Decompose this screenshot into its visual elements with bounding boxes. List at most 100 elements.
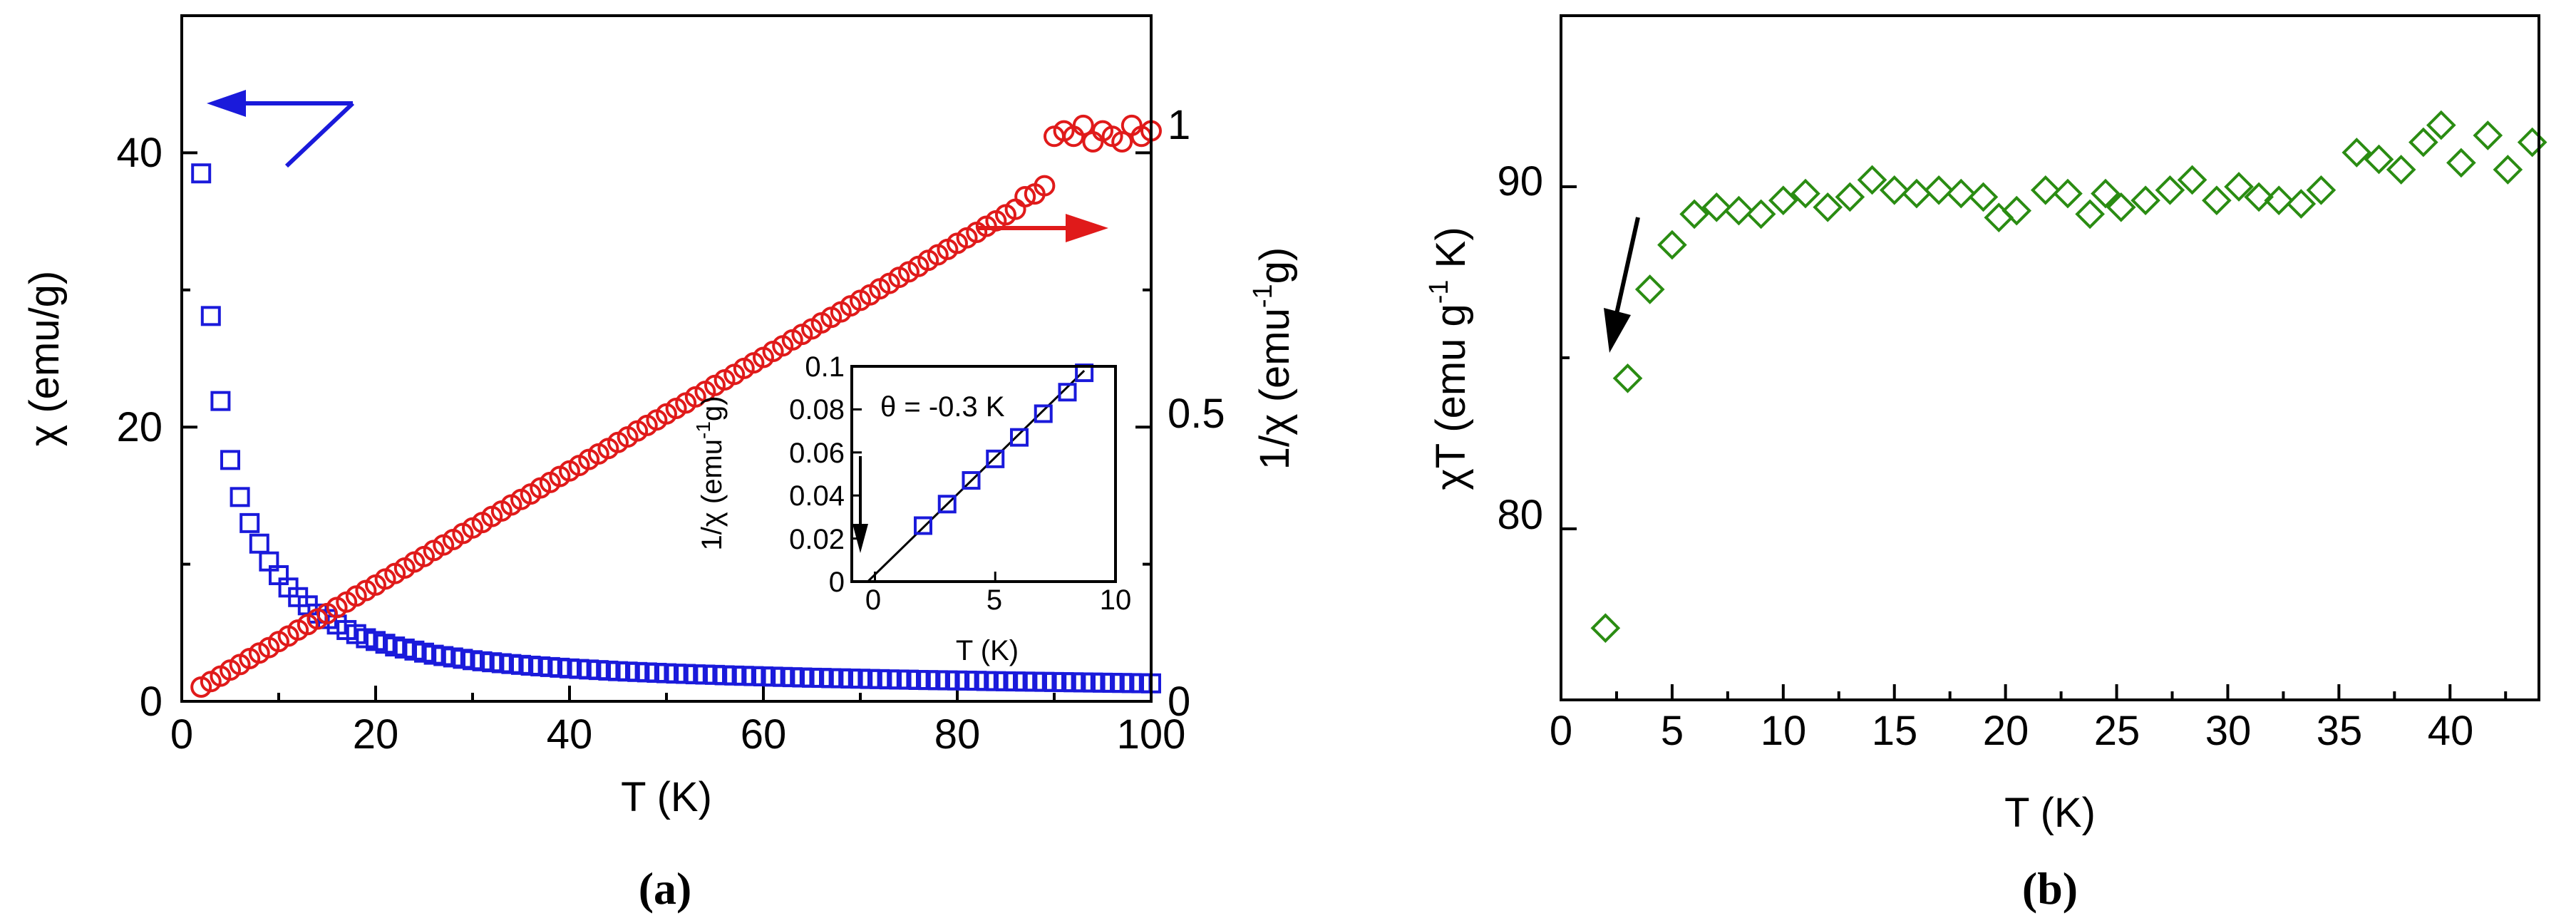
panel-b-ticks	[1560, 14, 2508, 701]
a-y-axis-left-label: χ (emu/g)	[21, 271, 68, 446]
blue-left-arrow-icon	[207, 90, 355, 168]
inset-point	[1034, 404, 1053, 423]
a-y-axis-right-label: 1/χ (emu-1g)	[1248, 247, 1298, 470]
chiT-point	[2364, 144, 2394, 175]
inverse-chi-point	[1014, 185, 1036, 207]
black-down-left-arrow-icon	[1604, 217, 1640, 353]
chiT-point	[2306, 175, 2337, 205]
panel-b: 0 5 10 15 20 25 30 35 40 80 90 T (K) χT …	[1424, 14, 2547, 914]
chiT-point	[2053, 178, 2083, 209]
inset-y-axis-label: 1/χ (emu-1g)	[692, 396, 728, 550]
inset-point	[1058, 383, 1077, 402]
chi-point	[230, 487, 250, 507]
chi-point	[220, 450, 240, 470]
chiT-point	[2155, 175, 2185, 205]
chiT-point	[2202, 185, 2232, 216]
b-x-axis-label: T (K)	[2004, 790, 2096, 836]
chiT-point	[1724, 195, 1754, 226]
chiT-point	[2030, 175, 2061, 205]
a-xtick-60: 60	[741, 711, 787, 758]
inverse-chi-point	[1111, 131, 1133, 153]
inset-point	[962, 471, 981, 490]
chiT-point	[1902, 178, 1932, 209]
chi-point	[210, 391, 231, 411]
inset-point	[937, 495, 957, 514]
inset-ytick-0: 0	[829, 567, 845, 598]
panel-a: 0 20 40 60 80 100 0 20 40 0 0.5 1 T (K) …	[21, 14, 1298, 914]
a-ytick-left-0: 0	[140, 679, 163, 725]
chiT-point	[2091, 178, 2121, 209]
b-ytick-90: 90	[1497, 158, 1543, 205]
a-xtick-100: 100	[1117, 711, 1186, 758]
panel-a-plot-frame	[180, 14, 1153, 703]
a-ytick-right-0: 0	[1168, 679, 1190, 725]
inset-frame	[850, 365, 1117, 583]
chiT-point	[2224, 172, 2254, 202]
inset-xtick-10: 10	[1100, 584, 1132, 616]
inset-marks	[852, 363, 1117, 583]
inset-point	[1010, 428, 1029, 447]
chiT-point	[2075, 199, 2105, 230]
b-xtick-40: 40	[2428, 708, 2474, 754]
chi-point	[249, 533, 269, 554]
chiT-point	[2473, 120, 2503, 150]
chiT-point	[2517, 127, 2547, 158]
chi-point	[239, 512, 260, 533]
chiT-point	[1857, 165, 1887, 195]
b-xtick-0: 0	[1550, 708, 1572, 754]
chiT-point	[2177, 165, 2207, 195]
chiT-point	[2264, 185, 2294, 216]
caption-a: (a)	[639, 863, 692, 914]
a-ytick-right-1: 1	[1168, 102, 1190, 148]
b-xtick-5: 5	[1661, 708, 1684, 754]
b-xtick-10: 10	[1761, 708, 1807, 754]
chiT-point	[2106, 192, 2136, 222]
caption-b: (b)	[2022, 863, 2078, 914]
inverse-chi-point	[1034, 175, 1056, 197]
chiT-point	[1924, 175, 1954, 205]
chiT-point	[1590, 613, 1621, 644]
a-xtick-20: 20	[353, 711, 399, 758]
inset-ytick-0.08: 0.08	[789, 394, 845, 426]
inset-ytick-0.02: 0.02	[789, 524, 845, 555]
inset-ytick-0.1: 0.1	[805, 351, 845, 383]
chiT-point	[1835, 182, 1865, 212]
chiT-point	[1746, 199, 1776, 230]
panel-b-plot-frame	[1560, 14, 2540, 701]
inset-xtick-0: 0	[865, 584, 881, 616]
chiT-point	[2426, 110, 2456, 140]
chiT-point	[1634, 274, 1665, 304]
theta-annotation: θ = -0.3 K	[880, 391, 1005, 423]
chiT-point	[2446, 148, 2476, 178]
inset-down-arrow-icon	[852, 456, 868, 553]
a-ytick-left-40: 40	[116, 130, 163, 176]
a-xtick-0: 0	[170, 711, 193, 758]
chiT-point	[2001, 195, 2032, 226]
chiT-point	[2244, 182, 2274, 212]
b-xtick-15: 15	[1872, 708, 1918, 754]
inset-point	[986, 449, 1005, 468]
inset: 0 5 10 0 0.02 0.04 0.06 0.08 0.1 T (K) 1…	[692, 351, 1131, 666]
b-ytick-80: 80	[1497, 492, 1543, 538]
b-xtick-25: 25	[2094, 708, 2140, 754]
chiT-point	[1813, 192, 1843, 222]
chi-point	[200, 306, 221, 326]
chiT-point	[2131, 185, 2160, 216]
chiT-point	[1946, 178, 1977, 209]
inset-xtick-5: 5	[986, 584, 1002, 616]
chiT-point	[1612, 363, 1643, 393]
chiT-point	[1879, 175, 1910, 205]
inset-point	[914, 516, 932, 535]
chiT-point	[1768, 185, 1798, 216]
chiT-point	[2493, 155, 2523, 185]
inverse-chi-point	[1072, 114, 1094, 136]
b-xtick-20: 20	[1983, 708, 2029, 754]
chiT-point	[2386, 155, 2416, 185]
b-xtick-35: 35	[2317, 708, 2363, 754]
a-x-axis-label: T (K)	[621, 774, 712, 820]
a-ytick-left-20: 20	[116, 404, 163, 450]
inset-ytick-0.04: 0.04	[789, 480, 845, 512]
chiT-point	[2286, 189, 2317, 219]
a-ytick-right-0.5: 0.5	[1168, 391, 1225, 437]
